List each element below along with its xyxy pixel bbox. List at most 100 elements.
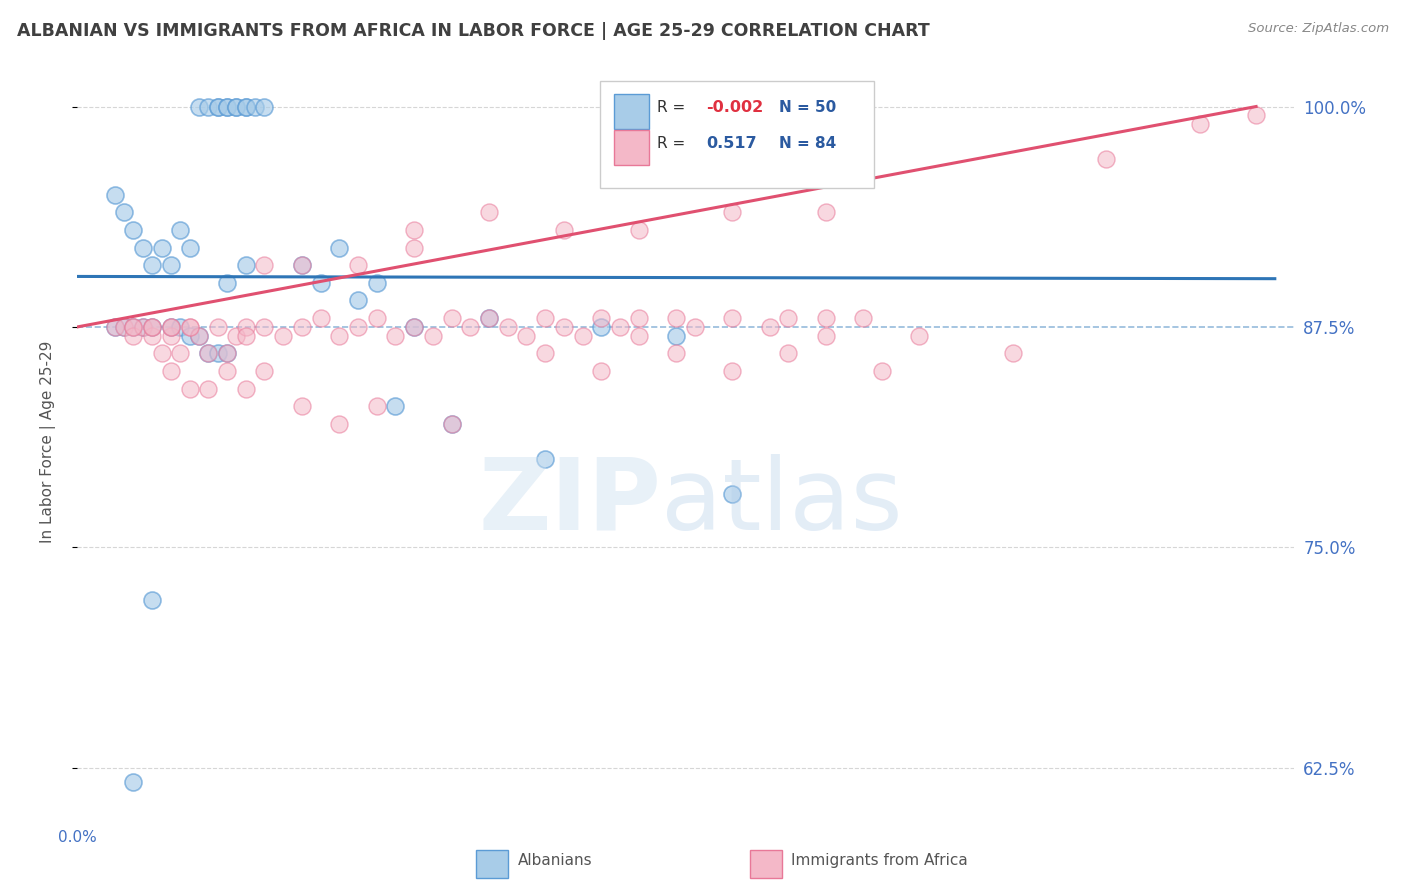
Point — [591, 364, 613, 378]
Point — [814, 311, 837, 326]
Point — [122, 320, 145, 334]
Point — [150, 241, 173, 255]
Point — [347, 258, 370, 272]
Text: Immigrants from Africa: Immigrants from Africa — [792, 854, 967, 868]
Point — [591, 320, 613, 334]
Point — [160, 364, 183, 378]
Point — [253, 364, 276, 378]
Point — [197, 382, 219, 396]
Point — [778, 346, 800, 360]
Point — [207, 99, 229, 113]
Text: 0.517: 0.517 — [706, 136, 756, 151]
Point — [291, 399, 314, 413]
Point — [132, 320, 155, 334]
Point — [253, 258, 276, 272]
Point — [207, 99, 229, 113]
Point — [112, 320, 135, 334]
Point — [366, 399, 388, 413]
Point — [122, 223, 145, 237]
Point — [225, 99, 247, 113]
Point — [141, 320, 163, 334]
Point — [852, 311, 875, 326]
Point — [591, 311, 613, 326]
Text: atlas: atlas — [661, 454, 903, 550]
Point — [1188, 117, 1211, 131]
Point — [404, 241, 426, 255]
Point — [366, 311, 388, 326]
Point — [179, 328, 201, 343]
Point — [160, 320, 183, 334]
Point — [627, 311, 650, 326]
Point — [197, 346, 219, 360]
Point — [534, 346, 557, 360]
Point — [384, 328, 406, 343]
Point — [721, 311, 744, 326]
Point — [104, 187, 127, 202]
Point — [122, 320, 145, 334]
Point — [160, 320, 183, 334]
Text: R =: R = — [658, 101, 686, 115]
Point — [271, 328, 294, 343]
Point — [112, 320, 135, 334]
Point — [179, 320, 201, 334]
Point — [440, 311, 463, 326]
Point — [215, 346, 238, 360]
Point — [160, 320, 183, 334]
Point — [122, 775, 145, 789]
FancyBboxPatch shape — [477, 850, 508, 878]
Point — [534, 311, 557, 326]
Point — [665, 346, 688, 360]
Point — [160, 258, 183, 272]
Point — [478, 311, 501, 326]
Point — [627, 328, 650, 343]
Point — [440, 417, 463, 431]
Point — [328, 417, 350, 431]
Point — [169, 320, 191, 334]
FancyBboxPatch shape — [613, 130, 650, 165]
Point — [225, 328, 247, 343]
Point — [814, 328, 837, 343]
Point — [179, 382, 201, 396]
Point — [235, 99, 257, 113]
Point — [207, 346, 229, 360]
Point — [291, 258, 314, 272]
Point — [458, 320, 481, 334]
Text: N = 84: N = 84 — [779, 136, 837, 151]
FancyBboxPatch shape — [749, 850, 782, 878]
Point — [169, 346, 191, 360]
Point — [404, 223, 426, 237]
Point — [253, 99, 276, 113]
Point — [571, 328, 593, 343]
Point — [122, 320, 145, 334]
Point — [197, 346, 219, 360]
Point — [553, 320, 575, 334]
Point — [908, 328, 931, 343]
Point — [179, 320, 201, 334]
Point — [104, 320, 127, 334]
Point — [215, 346, 238, 360]
Point — [188, 328, 211, 343]
Point — [141, 258, 163, 272]
Point — [404, 320, 426, 334]
Point — [384, 399, 406, 413]
Point — [683, 320, 706, 334]
Text: R =: R = — [658, 136, 686, 151]
Point — [141, 593, 163, 607]
Point — [309, 311, 332, 326]
Point — [235, 258, 257, 272]
Point — [132, 241, 155, 255]
Y-axis label: In Labor Force | Age 25-29: In Labor Force | Age 25-29 — [41, 341, 56, 542]
Point — [665, 311, 688, 326]
Point — [243, 99, 266, 113]
Point — [665, 328, 688, 343]
Point — [721, 364, 744, 378]
Point — [215, 276, 238, 290]
Point — [215, 99, 238, 113]
Point — [179, 241, 201, 255]
Point — [553, 223, 575, 237]
Point — [309, 276, 332, 290]
Point — [122, 328, 145, 343]
Point — [235, 320, 257, 334]
Point — [141, 320, 163, 334]
Point — [404, 320, 426, 334]
